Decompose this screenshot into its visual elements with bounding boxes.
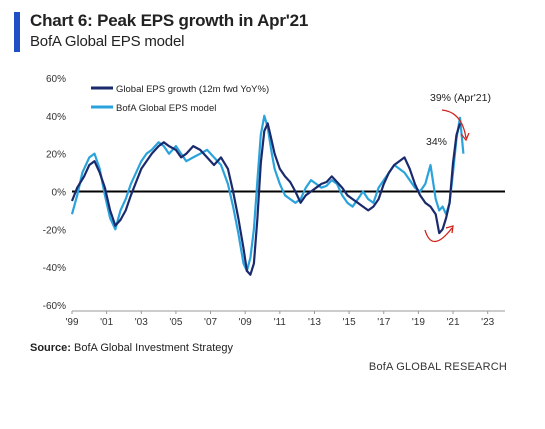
legend-label-bofa-model: BofA Global EPS model: [116, 103, 216, 114]
x-tick-label: '09: [239, 317, 252, 328]
source-text: BofA Global Investment Strategy: [74, 342, 234, 354]
y-tick-label: 0%: [52, 188, 67, 199]
y-tick-label: 20%: [46, 150, 66, 161]
legend-label-global-eps-growth: Global EPS growth (12m fwd YoY%): [116, 84, 269, 95]
series-line-bofa-model: [70, 114, 465, 272]
x-tick-label: '11: [274, 317, 287, 328]
title-accent-bar: [14, 12, 20, 52]
x-tick-label: '15: [343, 317, 356, 328]
y-tick-label: 40%: [46, 112, 66, 123]
series-line-global-eps-growth: [70, 122, 462, 276]
y-tick-label: -40%: [43, 263, 66, 274]
x-tick-label: '19: [412, 317, 425, 328]
x-tick-label: '01: [100, 317, 113, 328]
x-tick-label: '99: [65, 317, 78, 328]
annotation-39pct: 39% (Apr'21): [430, 92, 491, 104]
chart-title: Chart 6: Peak EPS growth in Apr'21: [30, 11, 309, 30]
y-tick-label: -60%: [43, 301, 66, 312]
brand-footer: BofA GLOBAL RESEARCH: [368, 361, 507, 373]
eps-line-chart: 60% 40% 20% 0% -20% -40% -60% '99 '01 '03 '05 '07 '0…: [43, 74, 505, 328]
annotation-34pct: 34%: [426, 136, 447, 148]
x-tick-label: '05: [169, 317, 182, 328]
arrow-down-head: [460, 132, 470, 142]
source-note: Source: BofA Global Investment Strategy: [30, 342, 233, 354]
x-tick-label: '03: [135, 317, 148, 328]
x-tick-label: '23: [481, 317, 494, 328]
y-tick-label: 60%: [46, 74, 66, 85]
x-tick-label: '17: [377, 317, 390, 328]
x-tick-label: '13: [308, 317, 321, 328]
x-tick-label: '07: [204, 317, 217, 328]
arrow-up-head: [445, 225, 454, 234]
x-tick-label: '21: [447, 317, 460, 328]
source-label: Source:: [30, 342, 71, 354]
arrow-up-curve: [424, 227, 453, 243]
y-tick-label: -20%: [43, 225, 66, 236]
arrow-down-curve: [441, 109, 467, 139]
chart-subtitle: BofA Global EPS model: [30, 33, 185, 50]
